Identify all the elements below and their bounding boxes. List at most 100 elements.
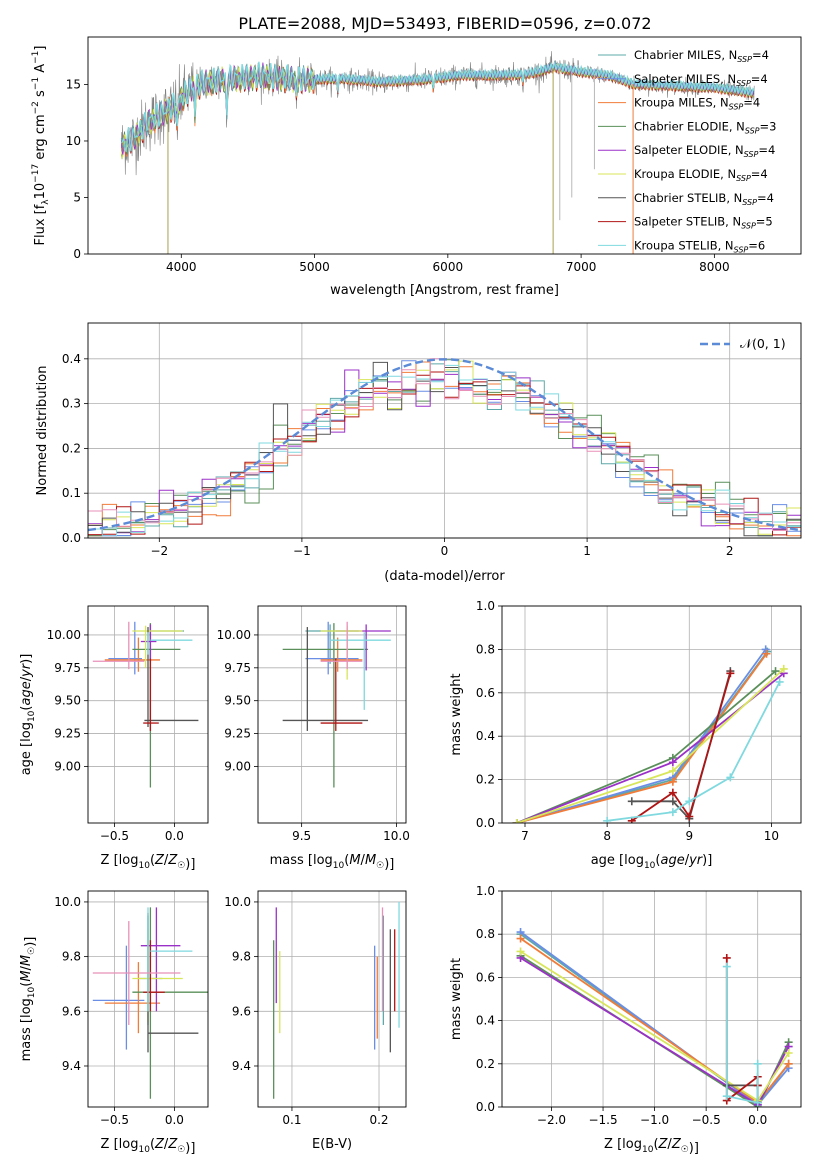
label-part: (: [344, 853, 349, 868]
y-tick-label: 15: [66, 77, 81, 91]
label-part: mass [log: [270, 853, 333, 868]
y-tick-label: 0.0: [476, 1100, 495, 1114]
label-part: )]: [702, 853, 712, 868]
label-italic: M: [349, 853, 360, 868]
label-part: /: [361, 853, 366, 868]
weight-point-salpeter_stelib: [668, 788, 677, 797]
x-tick-label: 7000: [566, 260, 597, 274]
legend-sub: SSP: [734, 245, 749, 254]
panel-z-weight: −2.0 −1.5 −1.0 −0.5 0.0 0.0 0.2 0.4 0.6 0.8 1.0 Z […: [449, 884, 802, 1156]
weight-point-kroupa_stelib: [753, 1059, 762, 1068]
label-part: )]: [185, 1141, 195, 1156]
legend-sub: SSP: [729, 103, 744, 112]
legend-label: Chabrier MILES, N: [634, 48, 737, 62]
label-part: age [log: [591, 853, 644, 868]
weight-point-chabrier_stelib: [627, 797, 636, 806]
y-tick-label: 0: [73, 247, 81, 261]
weight-point-kroupa_stelib: [685, 797, 694, 806]
label-part: Z [log: [101, 853, 139, 868]
label-sub: ☉: [376, 861, 384, 871]
label-part: Flux [f: [33, 204, 48, 245]
y-tick-label: 0.6: [476, 686, 495, 700]
label-sub: ☉: [27, 947, 37, 955]
legend-entry: Chabrier MILES, NSSP=4: [634, 48, 769, 64]
label-part: Z [log: [604, 1137, 642, 1152]
legend-entry-gauss: 𝒩(0, 1): [740, 336, 786, 351]
x-tick-label: 0.0: [165, 829, 184, 843]
label-sub: 10: [644, 861, 656, 871]
label-part: age [log: [19, 722, 34, 775]
y-tick-label: 9.75: [224, 661, 251, 675]
plot-area: [512, 645, 788, 823]
weight-point-kroupa_miles: [762, 649, 771, 658]
x-tick-label: 8: [603, 829, 611, 843]
x-axis-label: Z [log10(Z/Z☉)]: [101, 853, 196, 872]
x-tick-label: 0.0: [165, 1113, 184, 1127]
axes-frame: [501, 605, 802, 824]
plot-area: [92, 621, 199, 788]
label-italic: yr: [688, 853, 704, 868]
x-tick-label: 0.0: [748, 1113, 767, 1127]
y-tick-label: 9.8: [232, 950, 251, 964]
x-tick-label: 7: [521, 829, 529, 843]
y-tick-label: 9.6: [232, 1004, 251, 1018]
y-tick-label: 0.4: [62, 352, 81, 366]
y-tick-label: 9.25: [224, 727, 251, 741]
x-tick-label: −1.0: [640, 1113, 669, 1127]
label-part: ]: [33, 46, 48, 51]
x-axis-label: (data-model)/error: [384, 569, 505, 584]
label-part: mass [log: [19, 998, 34, 1061]
y-tick-label: 5: [73, 190, 81, 204]
y-tick-label: 10.0: [224, 895, 251, 909]
weight-point-salpeter_stelib: [726, 669, 735, 678]
y-tick-label: 10: [66, 134, 81, 148]
legend-sub: SSP: [744, 150, 759, 159]
label-sub: ☉: [681, 1145, 689, 1155]
x-tick-label: 5000: [299, 260, 330, 274]
y-tick-label: 9.00: [54, 759, 81, 773]
label-sup: −17: [31, 164, 41, 183]
y-tick-label: 0.2: [476, 1057, 495, 1071]
y-tick-label: 9.50: [54, 694, 81, 708]
weight-point-chabrier_stelib: [668, 797, 677, 806]
weight-line-kroupa_elodie: [516, 668, 785, 823]
y-tick-label: 9.25: [54, 727, 81, 741]
x-axis-label: Z [log10(Z/Z☉)]: [101, 1137, 196, 1156]
label-part: (: [19, 982, 34, 987]
x-tick-label: 0.2: [369, 1113, 388, 1127]
y-tick-label: 0.0: [476, 816, 495, 830]
label-sub: 10: [138, 1145, 150, 1155]
weight-point-kroupa_stelib: [603, 816, 612, 823]
weight-point-chabrier_elodie: [771, 667, 780, 676]
legend-sub: SSP: [741, 222, 756, 231]
weight-point-kroupa_stelib: [753, 1098, 762, 1107]
x-tick-label: 10.0: [383, 829, 410, 843]
y-tick-label: 9.00: [224, 759, 251, 773]
label-part: (: [653, 1137, 658, 1152]
x-tick-label: −0.5: [100, 829, 129, 843]
label-part: Z [log: [101, 1137, 139, 1152]
x-axis-label: mass [log10(M/M☉)]: [270, 853, 395, 872]
legend-entry: Salpeter MILES, NSSP=4: [634, 72, 768, 88]
panel-mass-age: 9.5 10.0 9.00 9.25 9.50 9.75 10.00 mass [log10(…: [217, 605, 410, 872]
label-part: /: [667, 1137, 672, 1152]
legend-entry: Salpeter STELIB, NSSP=5: [634, 215, 773, 231]
legend-sub: SSP: [737, 55, 752, 64]
figure-title: PLATE=2088, MJD=53493, FIBERID=0596, z=0…: [238, 14, 651, 33]
axes-frame: [257, 890, 407, 1108]
label-sub: λ: [41, 199, 51, 205]
y-tick-label: 10.00: [47, 628, 81, 642]
panel-residuals: −2 −1 0 1 2 0.0 0.1 0.2 0.3 0.4 𝒩(0, 1) (data-model…: [35, 322, 802, 584]
legend-entry: Kroupa STELIB, NSSP=6: [634, 238, 765, 254]
x-tick-label: 2: [726, 544, 734, 558]
weight-line-chabrier_stelib: [631, 670, 732, 821]
legend-tail: =4: [752, 48, 769, 62]
x-tick-label: −0.5: [692, 1113, 721, 1127]
y-tick-label: 0.2: [62, 441, 81, 455]
y-tick-label: 0.6: [476, 970, 495, 984]
x-tick-label: 0.1: [282, 1113, 301, 1127]
legend-label: Kroupa MILES, N: [634, 96, 729, 110]
